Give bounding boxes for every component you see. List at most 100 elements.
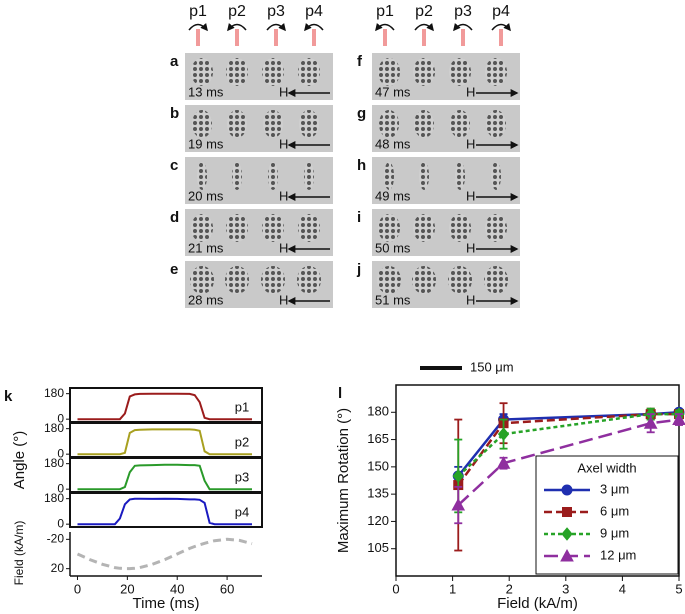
subplot-name: p1	[235, 399, 249, 414]
rotation-arrow	[453, 22, 473, 32]
column-header: p4	[305, 3, 323, 20]
scale-bar-label: 150 μm	[470, 359, 514, 374]
marker	[643, 416, 658, 429]
subplot-name: p3	[235, 469, 249, 484]
x-axis-label: Field (kA/m)	[497, 595, 578, 612]
field-label: H	[279, 292, 288, 307]
y-tick-label: 0	[57, 411, 64, 425]
subplot-name: p2	[235, 434, 249, 449]
y-tick-label: 135	[367, 486, 389, 501]
x-tick-label: 1	[449, 581, 456, 596]
marker	[562, 507, 572, 517]
y-tick-label: 165	[367, 431, 389, 446]
time-label: 28 ms	[188, 292, 224, 307]
time-label: 48 ms	[375, 136, 411, 151]
particle-array	[261, 266, 285, 294]
x-tick-label: 4	[619, 581, 626, 596]
particle-array	[225, 266, 249, 294]
particle-array	[491, 162, 501, 190]
column-header: p1	[376, 3, 394, 20]
marker	[561, 484, 573, 496]
field-label: H	[279, 84, 288, 99]
rotor-bar	[499, 29, 503, 46]
y-tick-label: 20	[51, 561, 65, 575]
x-tick-label: 20	[120, 581, 134, 596]
y-tick-label: 0	[57, 446, 64, 460]
angle-line	[77, 463, 252, 491]
particle-array	[450, 110, 470, 138]
column-header: p4	[492, 3, 510, 20]
particle-array	[419, 162, 429, 190]
subplot-frame	[69, 457, 263, 493]
rotor-bar	[196, 29, 200, 46]
field-line	[76, 537, 253, 571]
particle-array	[413, 214, 435, 242]
rotation-arrow	[491, 22, 511, 32]
particle-array	[486, 110, 506, 138]
particle-array	[191, 214, 213, 242]
particle-array	[379, 110, 399, 138]
particle-array	[232, 162, 242, 190]
legend-title: Axel width	[577, 460, 636, 475]
particle-array	[485, 214, 507, 242]
x-tick-label: 3	[562, 581, 569, 596]
marker	[452, 469, 464, 483]
y-tick-label: 120	[367, 513, 389, 528]
particle-array	[297, 266, 321, 294]
particle-array	[263, 110, 283, 138]
time-label: 20 ms	[188, 188, 224, 203]
field-label: H	[466, 84, 475, 99]
field-label: H	[279, 188, 288, 203]
particle-array	[298, 214, 320, 242]
time-label: 13 ms	[188, 84, 224, 99]
marker	[561, 527, 573, 541]
particle-array	[262, 214, 284, 242]
panel-label: g	[357, 105, 366, 122]
particle-array	[449, 58, 471, 86]
time-label: 47 ms	[375, 84, 411, 99]
particle-array	[414, 110, 434, 138]
x-tick-label: 5	[675, 581, 682, 596]
y-tick-label: 0	[57, 481, 64, 495]
time-label: 19 ms	[188, 136, 224, 151]
particle-array	[455, 162, 465, 190]
legend-label: 3 μm	[600, 481, 629, 496]
marker	[672, 412, 685, 426]
particle-array	[378, 58, 400, 86]
particle-array	[226, 58, 248, 86]
particle-array	[226, 214, 248, 242]
rotor-bar	[422, 29, 426, 46]
y-tick-label: 0	[57, 516, 64, 530]
rotation-arrow	[375, 22, 395, 32]
panel-label: i	[357, 209, 361, 226]
legend-label: 6 μm	[600, 503, 629, 518]
particle-array	[413, 58, 435, 86]
x-tick-label: 2	[506, 581, 513, 596]
y-tick-label: 105	[367, 540, 389, 555]
y-axis-label: Maximum Rotation (°)	[335, 408, 352, 553]
x-tick-label: 0	[392, 581, 399, 596]
field-label: H	[466, 240, 475, 255]
marker	[497, 427, 510, 441]
particle-array	[197, 162, 207, 190]
particle-array	[299, 110, 319, 138]
subplot-frame	[69, 492, 263, 528]
rotation-arrow	[304, 22, 324, 32]
particle-array	[378, 214, 400, 242]
panel-label: l	[338, 385, 342, 402]
x-tick-label: 60	[220, 581, 234, 596]
particle-array	[227, 110, 247, 138]
rotor-bar	[312, 29, 316, 46]
subplot-name: p4	[235, 504, 249, 519]
legend-label: 9 μm	[600, 525, 629, 540]
y-axis-label: Field (kA/m)	[12, 521, 26, 586]
x-axis-label: Time (ms)	[133, 595, 200, 612]
y-tick-label: 180	[44, 421, 64, 435]
column-header: p2	[415, 3, 433, 20]
series-line	[457, 412, 679, 477]
time-label: 50 ms	[375, 240, 411, 255]
panel-label: b	[170, 105, 179, 122]
rotor-bar	[235, 29, 239, 46]
particle-array	[412, 266, 436, 294]
x-tick-label: 0	[74, 581, 81, 596]
